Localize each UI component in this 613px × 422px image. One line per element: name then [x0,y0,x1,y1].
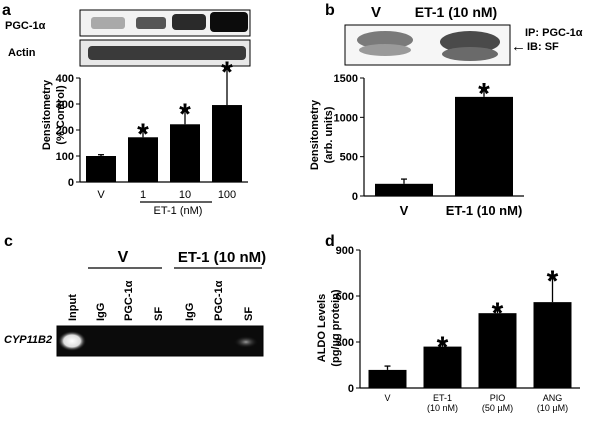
chart-a-significance-star: * [221,56,233,89]
chart-a-category-label: 100 [218,189,236,201]
lane-labels: Input IgG PGC-1α SF IgG PGC-1α SF [67,280,255,321]
pcr-gel [56,325,264,357]
chart-a-ytick-label: 400 [56,73,74,85]
chart-a-ytick-label: 100 [56,151,74,163]
chart-d-significance-star: * [492,297,504,330]
chart-a-category-label: 1 [140,189,146,201]
chart-d-bar [533,302,572,388]
lane-label: IgG [95,303,107,321]
ib-label: IB: SF [527,41,559,53]
chart-d-ylabel-line1: ALDO Levels [316,294,328,362]
chart-a-ytick-label: 200 [56,125,74,137]
chart-a-ytick-label: 0 [68,177,74,189]
panel-b-letter: b [325,2,335,19]
chart-a-category-label: V [97,189,105,201]
panel-c: c V ET-1 (10 nM) Input IgG PGC-1α SF IgG PGC-… [4,233,266,357]
chart-d-category-label: V [384,393,390,403]
gene-label: CYP11B2 [4,334,52,346]
panel-d: d ALDO Levels (pg/µg protein) 0 300 600 900… [316,233,580,413]
lane-label: PGC-1α [213,280,225,321]
ip-blot [344,24,511,66]
lane-label: PGC-1α [123,280,135,321]
chart-d-category-label: ET-1 [433,393,452,403]
blot-b-header-et1: ET-1 (10 nM) [415,4,497,20]
chart-b-ytick-label: 1500 [334,73,358,85]
lane-label: IgG [184,303,196,321]
panel-a: a PGC-1α Actin Densitometry (% Control) … [2,2,251,217]
blot-label-actin: Actin [8,47,36,59]
chart-a-category-label: 10 [179,189,191,201]
chart-a-ylabel-line1: Densitometry [41,79,53,150]
chart-b-ylabel-line1: Densitometry [309,99,321,170]
chart-a: Densitometry (% Control) ET-1 (nM) 0 100 2… [41,56,248,217]
blot-label-pgc: PGC-1α [5,20,46,32]
group-et1-label: ET-1 (10 nM) [178,249,266,266]
chart-a-ytick-label: 300 [56,99,74,111]
chart-d-bar [423,346,462,388]
ip-label: IP: PGC-1α [525,27,583,39]
chart-d-category-label: ANG [543,393,563,403]
chart-b: Densitometry (arb. units) 0 500 1000 1500 V *… [309,73,524,218]
chart-d-bar [478,313,517,388]
chart-d-ytick-label: 600 [336,291,354,303]
chart-d-category-label: PIO [490,393,506,403]
chart-d-bar [368,369,407,388]
chart-b-category-label: V [400,203,409,218]
chart-d: ALDO Levels (pg/µg protein) 0 300 600 900 V *… [316,245,580,413]
chart-a-group-label: ET-1 (nM) [154,205,203,217]
western-blot-actin [79,39,251,67]
chart-a-bar [170,124,200,182]
chart-b-ylabel-line2: (arb. units) [323,106,335,163]
chart-a-bar [212,105,242,182]
chart-b-ytick-label: 0 [352,191,358,203]
chart-d-ytick-label: 300 [336,337,354,349]
western-blot-pgc [79,9,251,37]
chart-d-ytick-label: 0 [348,383,354,395]
group-v-label: V [118,249,129,266]
chart-a-bar [128,137,158,182]
chart-a-significance-star: * [179,98,191,131]
chart-d-significance-star: * [547,265,559,298]
lane-label: Input [67,294,79,321]
chart-d-category-label: (10 nM) [427,403,458,413]
chart-d-category-label: (10 µM) [537,403,568,413]
chart-b-ytick-label: 500 [340,152,358,164]
chart-d-category-label: (50 µM) [482,403,513,413]
lane-label: SF [243,307,255,321]
chart-a-bar [86,156,116,182]
panel-c-letter: c [4,233,13,250]
chart-d-significance-star: * [437,331,449,364]
chart-a-ylabel-line2: (% Control) [55,85,67,145]
chart-b-significance-star: * [478,77,490,110]
lane-label: SF [153,307,165,321]
blot-b-header-v: V [371,4,381,21]
chart-d-ylabel-line2: (pg/µg protein) [330,289,342,367]
chart-b-category-label: ET-1 (10 nM) [446,203,523,218]
chart-b-bar [455,96,513,196]
chart-a-significance-star: * [137,118,149,151]
arrow-icon: ← [511,38,526,55]
chart-d-ytick-label: 900 [336,245,354,257]
chart-b-bar [375,183,433,196]
panel-a-letter: a [2,2,11,19]
chart-b-ytick-label: 1000 [334,112,358,124]
panel-b: b V ET-1 (10 nM) IP: PGC-1α ← IB: SF Den… [309,2,583,218]
panel-d-letter: d [325,233,335,250]
